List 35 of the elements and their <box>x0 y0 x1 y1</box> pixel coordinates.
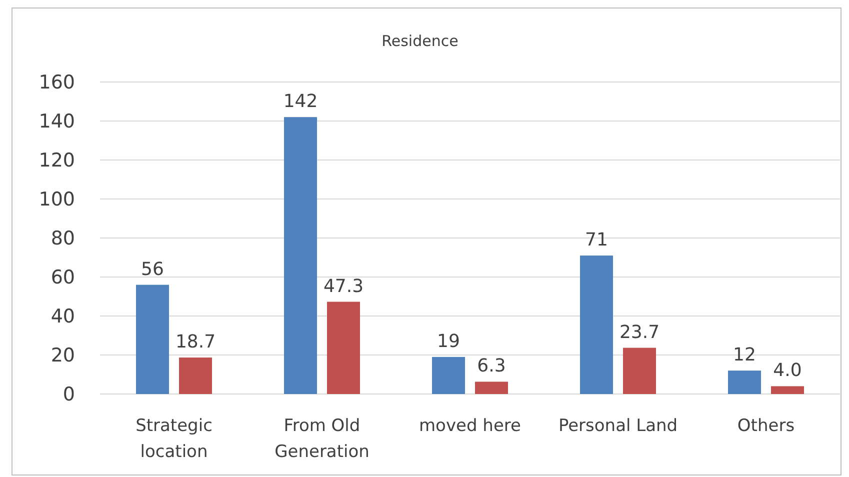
bar <box>475 382 508 394</box>
x-tick-label: Strategic location <box>136 416 212 462</box>
bar <box>432 356 465 394</box>
y-tick-label: 60 <box>50 266 75 289</box>
data-label: 12 <box>733 344 756 366</box>
bar <box>136 284 169 394</box>
data-label: 18.7 <box>175 332 216 353</box>
y-tick-label: 0 <box>62 384 75 406</box>
bar <box>580 256 613 394</box>
bar <box>623 348 656 394</box>
data-label: 142 <box>283 91 318 112</box>
x-tick-label: moved here <box>419 416 521 436</box>
bar <box>327 302 360 394</box>
y-tick-label: 40 <box>50 306 75 328</box>
y-tick-label: 120 <box>38 150 75 172</box>
y-tick-label: 100 <box>38 188 75 211</box>
data-label: 47.3 <box>323 276 364 297</box>
data-label: 4.0 <box>773 360 802 382</box>
x-tick-label: Others <box>737 416 795 436</box>
data-label: 19 <box>437 330 460 352</box>
x-tick-label: Personal Land <box>558 416 678 436</box>
bar <box>771 386 804 394</box>
data-label: 23.7 <box>619 322 660 343</box>
data-label: 56 <box>141 258 164 280</box>
y-tick-label: 80 <box>50 228 75 250</box>
y-tick-label: 140 <box>38 110 75 133</box>
y-tick-label: 20 <box>50 344 75 367</box>
chart-title: Residence <box>382 32 458 50</box>
data-label: 71 <box>585 230 608 251</box>
y-tick-label: 160 <box>38 72 75 94</box>
bar <box>179 358 212 394</box>
x-tick-label: From Old Generation <box>274 416 370 462</box>
data-label: 6.3 <box>477 356 506 377</box>
bar <box>728 370 761 394</box>
bar <box>284 117 317 394</box>
